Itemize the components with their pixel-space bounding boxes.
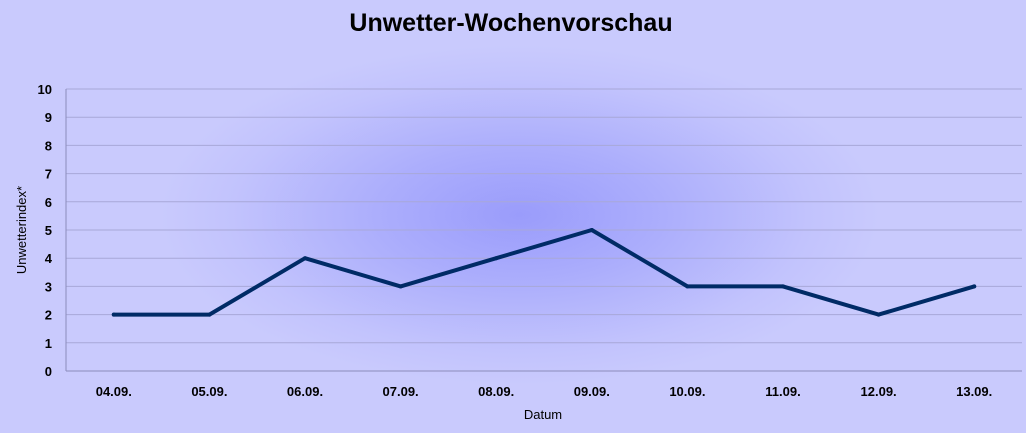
data-point — [876, 312, 881, 317]
data-point — [781, 284, 785, 289]
x-tick-label: 09.09. — [574, 384, 610, 399]
x-tick-label: 04.09. — [96, 384, 132, 399]
data-point — [494, 256, 499, 261]
x-axis-label: Datum — [524, 407, 562, 422]
x-tick-label: 08.09. — [478, 384, 514, 399]
y-tick-label: 5 — [45, 223, 52, 238]
y-tick-label: 9 — [45, 110, 52, 125]
data-point — [589, 228, 594, 232]
x-tick-label: 07.09. — [383, 384, 419, 399]
data-point — [398, 284, 403, 289]
chart-title: Unwetter-Wochenvorschau — [349, 9, 672, 37]
data-point — [685, 284, 690, 289]
gridlines — [66, 88, 1022, 344]
series — [111, 228, 977, 317]
data-point — [303, 256, 307, 261]
axes — [65, 89, 1022, 372]
data-point — [207, 312, 212, 317]
data-point — [111, 312, 116, 317]
y-tick-labels: 0 1 2 3 4 5 6 7 8 9 10 — [38, 82, 53, 379]
x-tick-label: 10.09. — [669, 384, 705, 399]
y-tick-label: 7 — [45, 167, 52, 182]
x-tick-label: 06.09. — [287, 384, 323, 399]
y-tick-label: 4 — [45, 251, 53, 266]
y-tick-label: 2 — [45, 308, 52, 323]
y-tick-label: 10 — [38, 82, 52, 97]
y-axis-label: Unwetterindex* — [14, 186, 29, 274]
y-tick-label: 0 — [45, 364, 52, 379]
y-tick-label: 3 — [45, 279, 52, 294]
x-tick-label: 05.09. — [191, 384, 227, 399]
x-tick-label: 12.09. — [861, 384, 897, 399]
x-tick-label: 13.09. — [956, 384, 992, 399]
x-tick-label: 11.09. — [765, 384, 800, 399]
y-tick-label: 1 — [45, 336, 52, 351]
x-tick-labels: 04.09. 05.09. 06.09. 07.09. 08.09. 09.09. 10.0… — [96, 384, 993, 399]
series-line — [111, 228, 977, 317]
data-point — [972, 284, 977, 289]
y-tick-label: 8 — [45, 138, 52, 153]
y-tick-label: 6 — [45, 195, 52, 210]
